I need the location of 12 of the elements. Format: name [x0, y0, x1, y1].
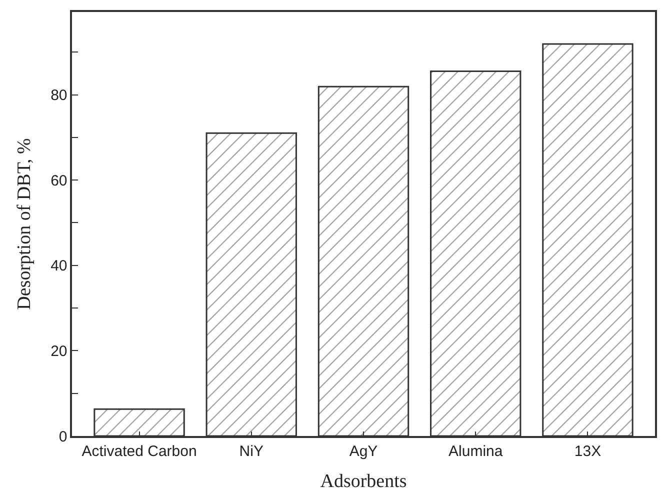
x-tick-label: Activated Carbon — [82, 442, 197, 460]
y-tick-label: 60 — [50, 172, 68, 190]
y-tick-label: 40 — [50, 258, 68, 275]
x-tick-label: AgY — [349, 442, 378, 460]
x-tick-label: Alumina — [448, 442, 504, 460]
y-tick-label: 80 — [50, 87, 68, 104]
x-axis-title: Adsorbents — [320, 471, 407, 492]
y-axis-title: Desorption of DBT, % — [14, 138, 35, 310]
y-tick-label: 20 — [50, 342, 68, 360]
x-tick-label: NiY — [239, 442, 264, 460]
x-tick-label: 13X — [574, 442, 602, 460]
y-tick-label: 0 — [58, 428, 68, 446]
